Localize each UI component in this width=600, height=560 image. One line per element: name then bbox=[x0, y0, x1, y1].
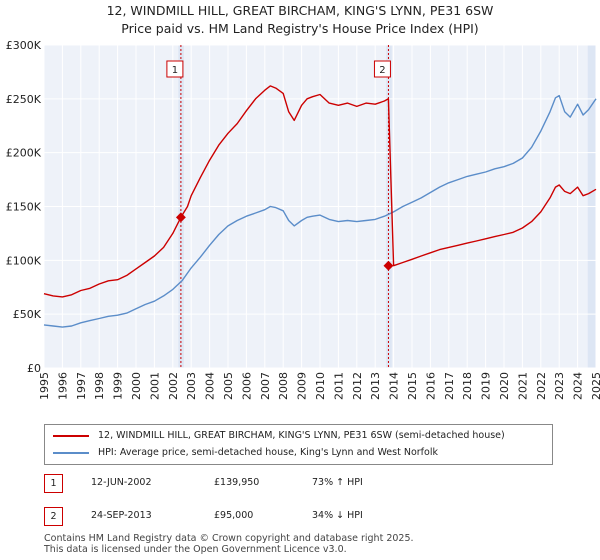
x-tick-label-18: 2013 bbox=[369, 372, 382, 400]
chart-subtitle: Price paid vs. HM Land Registry's House … bbox=[121, 21, 479, 36]
legend-red-line bbox=[53, 435, 89, 437]
x-tick-label-25: 2020 bbox=[498, 372, 511, 400]
y-tick-label-3: £150K bbox=[6, 201, 42, 214]
y-tick-label-2: £100K bbox=[6, 254, 42, 267]
x-tick-label-4: 1999 bbox=[112, 372, 125, 400]
x-tick-label-15: 2010 bbox=[314, 372, 327, 400]
legend-blue-label: HPI: Average price, semi-detached house,… bbox=[98, 447, 438, 458]
sale-box-1 bbox=[166, 60, 184, 78]
x-tick-label-21: 2016 bbox=[424, 372, 437, 400]
sale-row-1: 1 12-JUN-2002 £139,950 73% ↑ HPI bbox=[44, 474, 444, 494]
series-hpi-line bbox=[43, 94, 597, 328]
x-tick-label-19: 2014 bbox=[388, 372, 401, 400]
x-tick-label-28: 2023 bbox=[553, 372, 566, 400]
footer-licence: This data is licensed under the Open Gov… bbox=[44, 544, 347, 555]
chart-title: 12, WINDMILL HILL, GREAT BIRCHAM, KING'S… bbox=[106, 3, 494, 18]
footer-copyright: Contains HM Land Registry data © Crown c… bbox=[44, 533, 414, 544]
x-tick-label-26: 2021 bbox=[516, 372, 529, 400]
x-tick-label-5: 2000 bbox=[130, 372, 143, 400]
y-tick-label-6: £300K bbox=[6, 39, 42, 52]
sale-badge-1: 1 bbox=[44, 474, 63, 493]
sale-badge-2: 2 bbox=[44, 507, 63, 526]
sale-date-2: 24-SEP-2013 bbox=[91, 510, 152, 521]
x-tick-label-1: 1996 bbox=[56, 372, 69, 400]
x-tick-label-7: 2002 bbox=[167, 372, 180, 400]
x-tick-label-3: 1998 bbox=[93, 372, 106, 400]
x-tick-label-27: 2022 bbox=[535, 372, 548, 400]
x-tick-label-9: 2004 bbox=[204, 372, 217, 400]
y-tick-label-1: £50K bbox=[13, 308, 42, 321]
sale-hpi-1: 73% ↑ HPI bbox=[312, 477, 363, 488]
legend-item-hpi: HPI: Average price, semi-detached house,… bbox=[53, 446, 548, 460]
x-tick-label-8: 2003 bbox=[185, 372, 198, 400]
sale-point-2 bbox=[383, 260, 394, 271]
price-chart: 1 2 £0 £50K £100K £150K £200K £250K £300K 1995 199… bbox=[6, 39, 600, 400]
x-tick-label-29: 2024 bbox=[572, 372, 585, 400]
sale-box-label-1: 1 bbox=[172, 65, 178, 76]
x-tick-label-13: 2008 bbox=[277, 372, 290, 400]
x-tick-label-10: 2005 bbox=[222, 372, 235, 400]
x-tick-label-16: 2011 bbox=[332, 372, 345, 400]
sale-box-label-2: 2 bbox=[379, 65, 385, 76]
x-tick-label-6: 2001 bbox=[148, 372, 161, 400]
y-tick-label-5: £250K bbox=[6, 93, 42, 106]
legend: 12, WINDMILL HILL, GREAT BIRCHAM, KING'S… bbox=[44, 424, 553, 465]
x-tick-label-14: 2009 bbox=[296, 372, 309, 400]
legend-blue-line bbox=[53, 452, 89, 454]
series-property-line bbox=[43, 85, 597, 298]
x-tick-label-23: 2018 bbox=[461, 372, 474, 400]
x-tick-label-0: 1995 bbox=[38, 372, 51, 400]
legend-item-property: 12, WINDMILL HILL, GREAT BIRCHAM, KING'S… bbox=[53, 429, 548, 443]
sale-hpi-2: 34% ↓ HPI bbox=[312, 510, 363, 521]
legend-red-label: 12, WINDMILL HILL, GREAT BIRCHAM, KING'S… bbox=[98, 430, 505, 441]
sale-box-2 bbox=[373, 60, 391, 78]
sale-date-1: 12-JUN-2002 bbox=[91, 477, 152, 488]
sale-row-2: 2 24-SEP-2013 £95,000 34% ↓ HPI bbox=[44, 507, 444, 527]
x-tick-label-24: 2019 bbox=[480, 372, 493, 400]
y-tick-label-4: £200K bbox=[6, 147, 42, 160]
x-tick-label-20: 2015 bbox=[406, 372, 419, 400]
y-tick-label-0: £0 bbox=[27, 362, 41, 375]
x-tick-label-30: 2025 bbox=[590, 372, 600, 400]
sale-price-1: £139,950 bbox=[214, 477, 260, 488]
sale-price-2: £95,000 bbox=[214, 510, 254, 521]
x-tick-label-12: 2007 bbox=[259, 372, 272, 400]
x-tick-label-17: 2012 bbox=[351, 372, 364, 400]
x-tick-label-11: 2006 bbox=[240, 372, 253, 400]
x-tick-label-22: 2017 bbox=[443, 372, 456, 400]
sale-point-1 bbox=[175, 212, 186, 223]
x-tick-label-2: 1997 bbox=[75, 372, 88, 400]
